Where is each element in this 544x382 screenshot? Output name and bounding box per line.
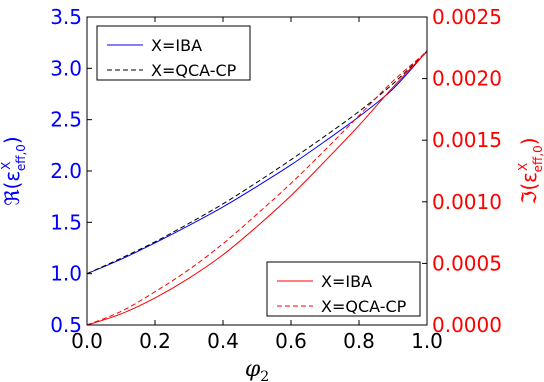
left-tick-label-0: 0.5: [50, 313, 82, 337]
x-tick-label-2: 0.4: [207, 329, 239, 353]
left-tick-label-4: 2.5: [50, 108, 82, 132]
series-line-right-2: [86, 51, 428, 326]
series-line-left-1: [86, 50, 428, 275]
left-tick-label-1: 1.0: [50, 262, 82, 286]
x-tick-label-5: 1.0: [411, 329, 443, 353]
left-tick-label-5: 3.0: [50, 56, 82, 80]
x-tick-label-0: 0.0: [71, 329, 103, 353]
left-tick-label-2: 1.5: [50, 210, 82, 234]
series-line-left-0: [86, 50, 428, 275]
series-line-right-3: [86, 51, 428, 326]
legend-right-axis-entry-1: X=QCA-CP: [321, 297, 407, 316]
legend-right-axis: X=IBA X=QCA-CP: [266, 261, 421, 317]
legend-left-axis-entry-1: X=QCA-CP: [151, 61, 237, 80]
legend-right-axis-frame: [266, 261, 421, 317]
plot-area: 0.0 0.2 0.4 0.6 0.8 1.0 0.5 1.0 1.5 2.0 2.5 3.0 3.5 0…: [0, 5, 544, 382]
legend-left-axis-frame: [96, 25, 251, 81]
x-tick-label-4: 0.8: [343, 329, 375, 353]
x-tick-label-1: 0.2: [139, 329, 171, 353]
right-tick-label-5: 0.0025: [432, 5, 502, 29]
right-tick-label-1: 0.0005: [432, 251, 502, 275]
x-axis-label: φ2: [245, 357, 269, 382]
right-tick-label-3: 0.0015: [432, 128, 502, 152]
left-tick-label-3: 2.0: [50, 159, 82, 183]
left-tick-label-6: 3.5: [50, 5, 82, 29]
left-axis-label: ℜ(εXeff,0): [0, 136, 28, 206]
legend-right-axis-entry-0: X=IBA: [321, 272, 372, 291]
legend-left-axis: X=IBA X=QCA-CP: [96, 25, 251, 81]
right-tick-label-2: 0.0010: [432, 190, 502, 214]
right-tick-label-0: 0.0000: [432, 313, 502, 337]
right-tick-label-4: 0.0020: [432, 67, 502, 91]
x-tick-label-3: 0.6: [275, 329, 307, 353]
right-axis-label: ℑ(εXeff,0): [516, 137, 544, 204]
legend-left-axis-entry-0: X=IBA: [151, 36, 202, 55]
